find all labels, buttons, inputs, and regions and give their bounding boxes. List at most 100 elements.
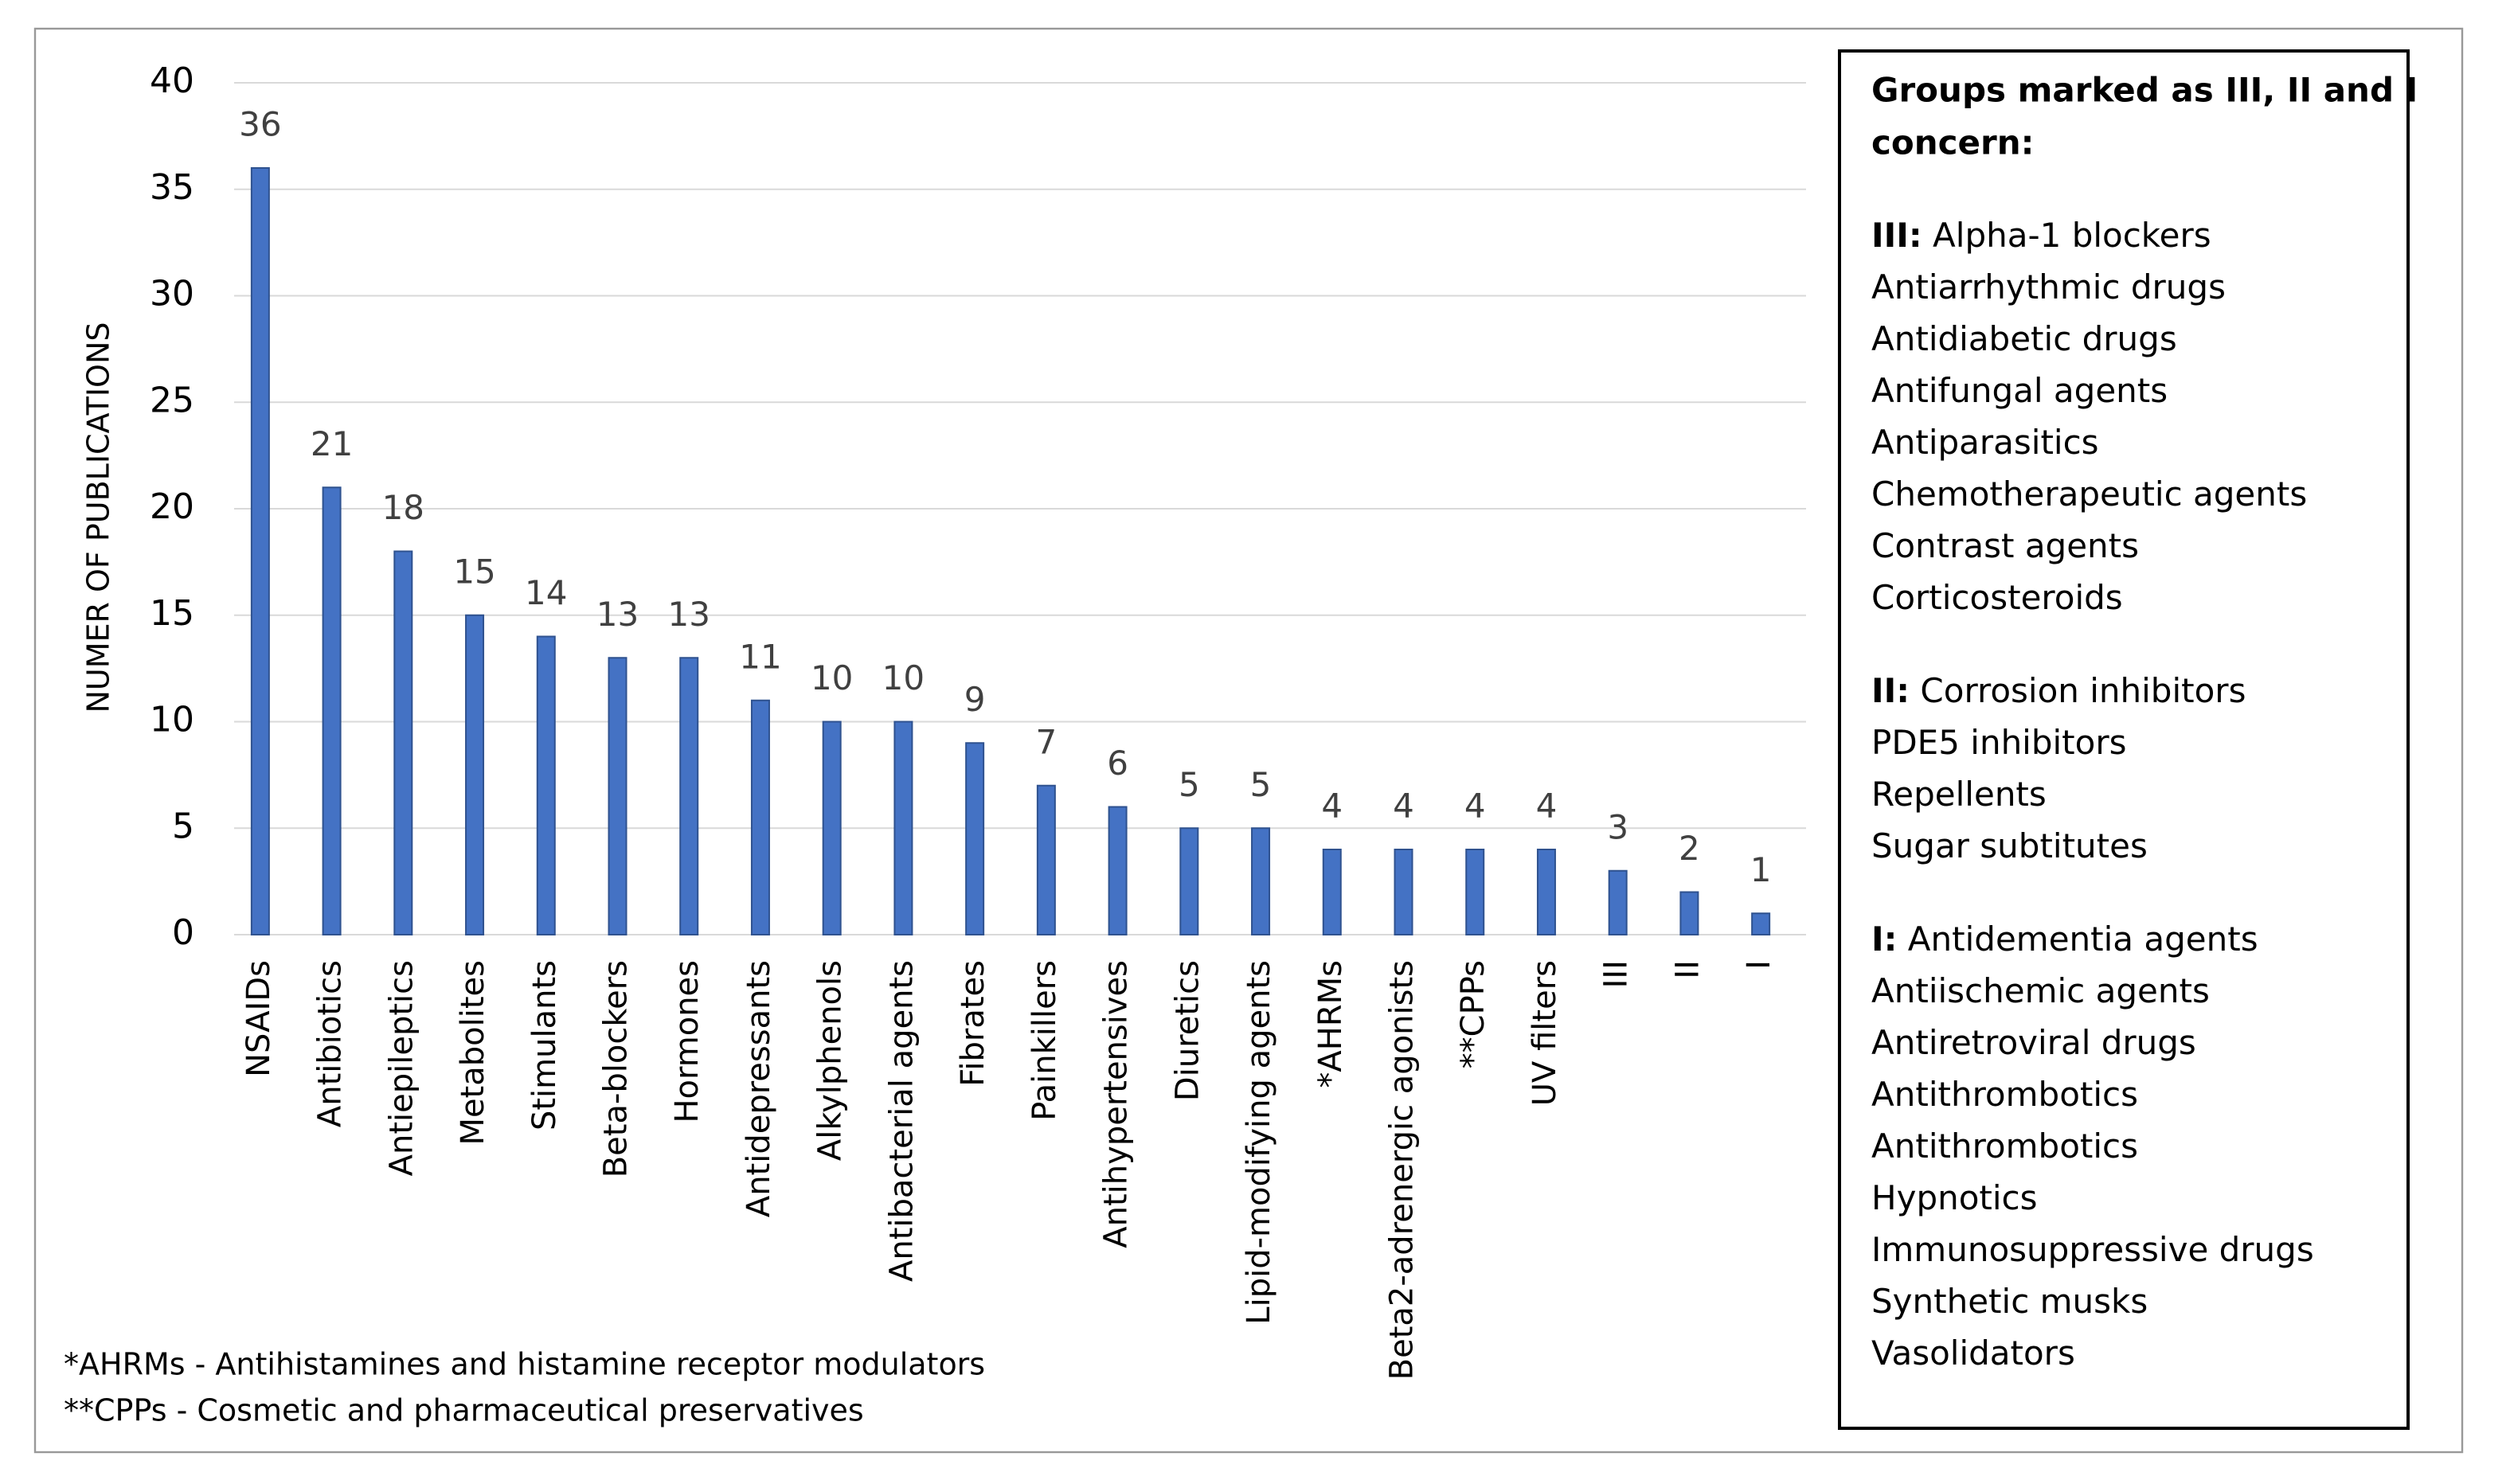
x-tick-label: Alkylphenols [812,960,849,1161]
x-tick-label: Antibacterial agents [883,960,920,1282]
legend-item: Antiretroviral drugs [1871,1023,2196,1062]
value-label: 15 [453,552,495,591]
value-label: 10 [811,658,853,697]
value-label: 21 [311,424,353,463]
bar [1108,806,1128,935]
legend-item-text: Alpha-1 blockers [1933,216,2211,255]
x-tick-label: I [1741,960,1777,970]
bar [822,721,842,935]
legend-item-text: Antiischemic agents [1871,971,2210,1010]
value-label: 4 [1393,787,1414,826]
x-tick-label: Antihypertensives [1098,960,1135,1248]
bar [1251,827,1271,935]
legend-title: Groups marked as III, II and I [1871,71,2418,110]
x-tick-label: Beta-blockers [598,960,635,1177]
legend-item: Antiarrhythmic drugs [1871,268,2226,307]
value-label: 13 [668,595,710,634]
value-label: 7 [1035,722,1057,761]
legend-item-text: Immunosuppressive drugs [1871,1230,2314,1269]
legend-item: Sugar subtitutes [1871,826,2148,865]
bar [250,167,270,935]
legend-item-text: Antiretroviral drugs [1871,1023,2196,1062]
legend-item: III: Alpha-1 blockers [1871,216,2211,255]
legend-group-label: III: [1871,216,1922,255]
bar [1751,912,1771,935]
legend-item: Immunosuppressive drugs [1871,1230,2314,1269]
legend-item-text: Antithrombotics [1871,1127,2138,1166]
x-tick-label: Antidepressants [741,960,777,1217]
legend-item: Antidiabetic drugs [1871,319,2177,358]
x-tick-label: Beta2-adrenergic agonists [1384,960,1421,1380]
legend-item: Antifungal agents [1871,371,2168,410]
value-label: 2 [1679,829,1700,868]
x-tick-label: Metabolites [455,960,491,1146]
legend-item-text: Contrast agents [1871,526,2139,565]
value-label: 9 [964,680,986,719]
legend-item-text: Corrosion inhibitors [1920,671,2246,710]
legend-item-text: Antithrombotics [1871,1075,2138,1114]
legend-gap [1922,216,1933,255]
x-tick-label: NSAIDs [240,960,277,1077]
value-label: 3 [1607,807,1628,846]
x-tick-label: III [1598,960,1635,988]
y-tick-label: 10 [150,700,194,740]
bar [1179,827,1199,935]
bar [893,721,913,935]
legend-item: Hypnotics [1871,1178,2038,1217]
bar [1394,849,1413,935]
footnote: **CPPs - Cosmetic and pharmaceutical pre… [64,1393,864,1428]
legend-item: Contrast agents [1871,526,2139,565]
y-tick-label: 15 [150,593,194,634]
x-tick-label: Fibrates [955,960,991,1087]
bar [393,550,413,935]
x-tick-label: UV filters [1527,960,1563,1106]
value-label: 6 [1107,744,1128,783]
value-label: 5 [1250,765,1272,804]
value-label: 10 [882,658,925,697]
value-label: 1 [1750,850,1772,889]
legend-gap [1910,671,1920,710]
y-tick-label: 40 [150,61,194,101]
x-tick-label: Antiepileptics [383,960,420,1176]
x-tick-label: Lipid-modifying agents [1241,960,1277,1325]
legend-item: Repellents [1871,775,2047,814]
bar [465,614,485,935]
legend-gap [1897,920,1907,959]
legend-item-text: PDE5 inhibitors [1871,723,2127,762]
legend-group-label: I: [1871,920,1897,959]
bar [679,657,699,935]
legend-item-text: Synthetic musks [1871,1282,2148,1321]
y-tick-label: 25 [150,380,194,420]
legend-item-text: Vasolidators [1871,1334,2075,1373]
y-tick-label: 5 [172,806,194,846]
footnote: *AHRMs - Antihistamines and histamine re… [64,1347,985,1382]
bar [1322,849,1342,935]
legend-title: concern: [1871,123,2034,162]
value-label: 14 [525,573,567,612]
legend-item: Vasolidators [1871,1334,2075,1373]
value-label: 4 [1536,787,1558,826]
x-tick-label: II [1669,960,1706,979]
legend-item: Antiischemic agents [1871,971,2210,1010]
legend-item: Corticosteroids [1871,578,2123,617]
legend-item-text: Antiparasitics [1871,423,2099,462]
legend-box [1838,49,2410,1430]
legend-item-text: Antiarrhythmic drugs [1871,268,2226,307]
bar [750,699,770,935]
bar [322,486,342,935]
legend-item-text: Antidementia agents [1908,920,2258,959]
legend-item: Chemotherapeutic agents [1871,474,2307,514]
bar [1608,869,1628,935]
value-label: 4 [1464,787,1486,826]
bar [1536,849,1556,935]
bar [1036,784,1056,935]
legend-group-label: II: [1871,671,1910,710]
y-tick-label: 30 [150,274,194,314]
x-tick-label: Antibiotics [312,960,349,1127]
x-tick-label: *AHRMs [1312,960,1349,1088]
y-tick-label: 20 [150,486,194,527]
legend-item-text: Sugar subtitutes [1871,826,2148,865]
